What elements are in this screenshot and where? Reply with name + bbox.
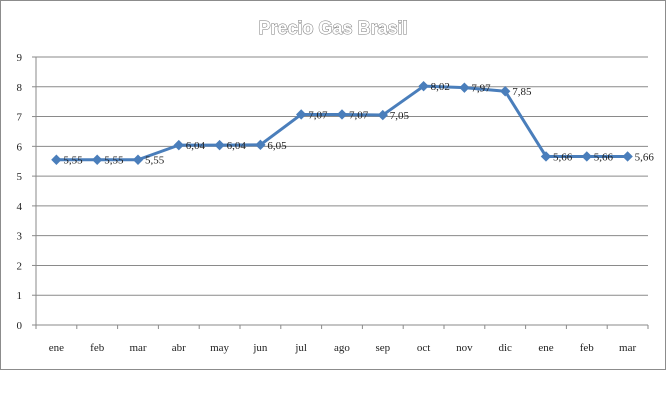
- data-point: [91, 154, 103, 165]
- data-label: 7,97: [471, 83, 491, 95]
- x-tick-label: ene: [49, 342, 64, 354]
- x-tick-label: may: [210, 342, 229, 354]
- gridlines: [35, 56, 648, 326]
- data-point: [622, 151, 633, 162]
- data-label: 5,66: [635, 151, 655, 163]
- x-axis-ticks: ene feb mar abr may jun jul ago sep oct nov dic ene f…: [35, 325, 649, 354]
- data-label: 8,02: [431, 81, 450, 93]
- data-point: [459, 82, 470, 93]
- x-tick-label: dic: [498, 342, 512, 354]
- y-tick-label: 3: [17, 231, 23, 243]
- data-point: [173, 139, 185, 151]
- data-point: [418, 80, 429, 92]
- y-tick-label: 2: [17, 260, 23, 272]
- data-labels: 5,55 5,55 5,55 6,04 6,04 6,05 7,07 7,07 7,05 8,02…: [63, 81, 654, 167]
- x-tick-label: nov: [456, 342, 473, 354]
- y-tick-label: 5: [17, 171, 23, 183]
- data-point: [51, 154, 62, 165]
- y-tick-label: 4: [17, 201, 23, 213]
- series-line: [56, 84, 628, 162]
- y-tick-label: 9: [17, 52, 23, 64]
- data-label: 5,66: [553, 151, 573, 163]
- y-tick-label: 7: [17, 112, 23, 124]
- data-label: 7,07: [308, 109, 328, 121]
- x-tick-label: mar: [619, 342, 636, 354]
- y-tick-label: 6: [17, 141, 23, 153]
- data-label: 5,55: [145, 155, 165, 167]
- x-tick-label: ago: [334, 342, 350, 354]
- data-label: 7,85: [512, 86, 532, 98]
- x-tick-label: oct: [417, 342, 430, 354]
- data-label: 6,04: [227, 140, 247, 152]
- x-tick-label: feb: [90, 342, 105, 354]
- x-tick-label: mar: [129, 342, 146, 354]
- y-axis-ticks: 0 1 2 3 4 5 6 7 8 9: [17, 52, 36, 332]
- x-tick-label: jul: [294, 342, 307, 354]
- series-group: [51, 80, 633, 165]
- data-label: 5,55: [63, 155, 83, 167]
- data-label: 6,05: [267, 140, 287, 152]
- x-tick-label: ene: [538, 342, 553, 354]
- data-point: [255, 139, 266, 151]
- x-tick-label: sep: [375, 342, 390, 354]
- data-point: [540, 151, 552, 162]
- x-tick-label: feb: [580, 342, 595, 354]
- data-point: [132, 154, 144, 165]
- data-label: 7,05: [390, 110, 410, 122]
- y-tick-label: 8: [17, 82, 23, 94]
- data-point: [377, 109, 389, 121]
- data-label: 6,04: [186, 140, 206, 152]
- data-point: [295, 109, 307, 120]
- data-label: 7,07: [349, 109, 369, 121]
- y-tick-label: 1: [17, 290, 23, 302]
- data-point: [581, 151, 593, 162]
- data-point: [214, 139, 225, 151]
- data-point: [499, 86, 511, 97]
- chart-frame: [0, 0, 666, 370]
- y-tick-label: 0: [17, 320, 23, 332]
- data-label: 5,55: [104, 155, 124, 167]
- x-tick-label: jun: [252, 342, 268, 354]
- chart-title: Precio Gas Brasil: [258, 18, 407, 38]
- x-tick-label: abr: [172, 342, 186, 354]
- data-point: [336, 109, 348, 120]
- data-label: 5,66: [594, 151, 614, 163]
